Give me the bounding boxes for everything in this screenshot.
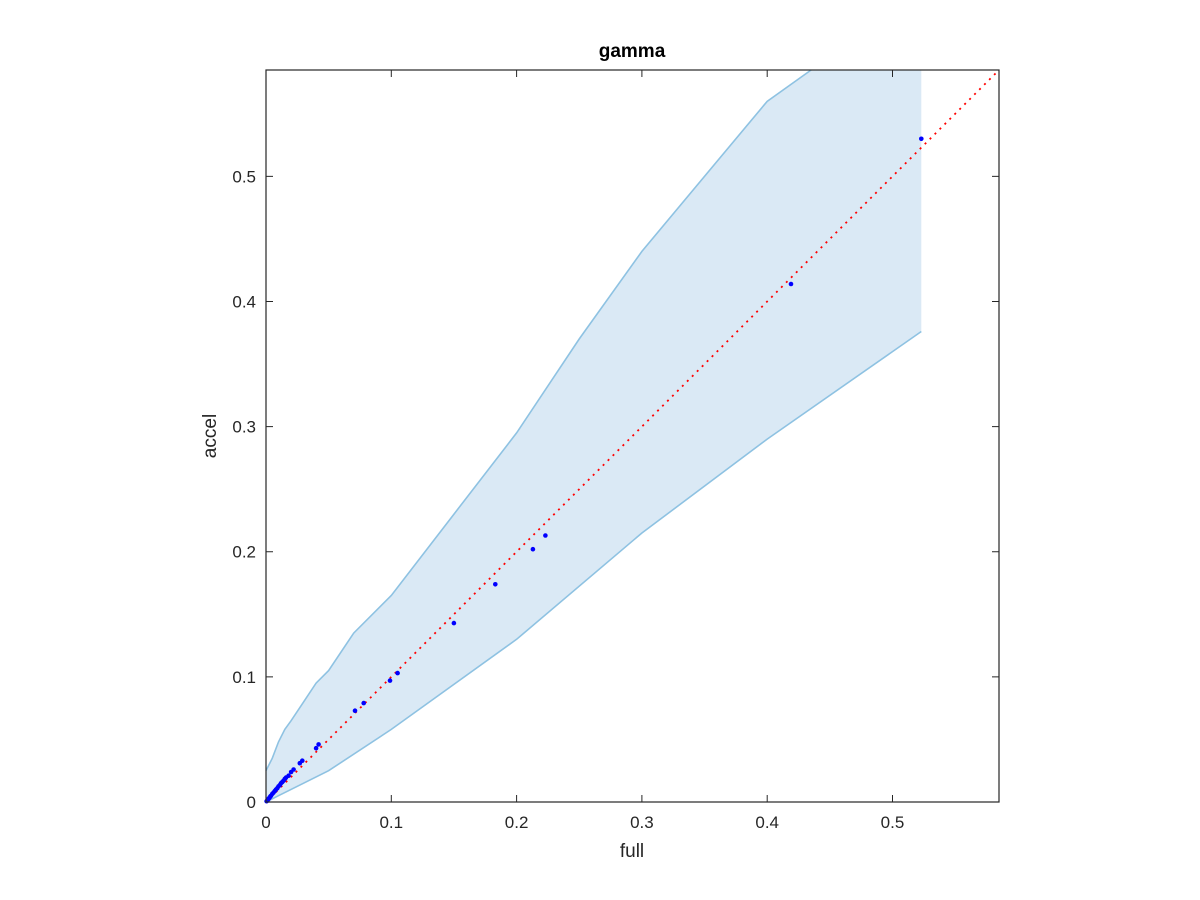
y-tick-label: 0.5	[232, 167, 256, 186]
y-tick-label: 0.1	[232, 668, 256, 687]
y-axis-label: accel	[200, 414, 221, 458]
data-point	[493, 582, 498, 587]
x-tick-label: 0.2	[505, 813, 529, 832]
axes-box	[265, 69, 1000, 803]
x-tick-label: 0.4	[755, 813, 779, 832]
data-point	[316, 742, 321, 747]
x-tick-label: 0.1	[379, 813, 403, 832]
band-lower-edge	[265, 330, 922, 803]
data-point	[291, 767, 296, 772]
y-tick-label: 0.4	[232, 292, 256, 311]
data-point	[313, 745, 319, 751]
chart-title: gamma	[599, 41, 666, 62]
data-point	[530, 546, 536, 552]
x-axis-label: full	[620, 841, 644, 862]
data-point	[387, 678, 393, 683]
band-upper-edge	[265, 69, 812, 772]
data-point	[300, 758, 305, 763]
confidence-band	[266, 70, 922, 802]
x-tick-label: 0.5	[881, 813, 905, 832]
data-point	[286, 773, 291, 778]
data-point	[919, 136, 924, 142]
x-tick-label: 0	[261, 813, 270, 832]
data-point	[543, 533, 548, 538]
y-tick-label: 0	[247, 793, 256, 812]
data-point	[788, 281, 794, 287]
data-point	[352, 708, 358, 713]
plot-area: 0 0.1 0.2 0.3 0.4 0.5 0 0.1 0.2 0.3 0.4 0.5	[232, 69, 1000, 832]
x-tick-label: 0.3	[630, 813, 654, 832]
data-point	[451, 620, 457, 626]
y-tick-label: 0.3	[232, 418, 256, 437]
y-tick-label: 0.2	[232, 543, 256, 562]
data-point	[361, 700, 367, 706]
data-point	[395, 670, 400, 676]
